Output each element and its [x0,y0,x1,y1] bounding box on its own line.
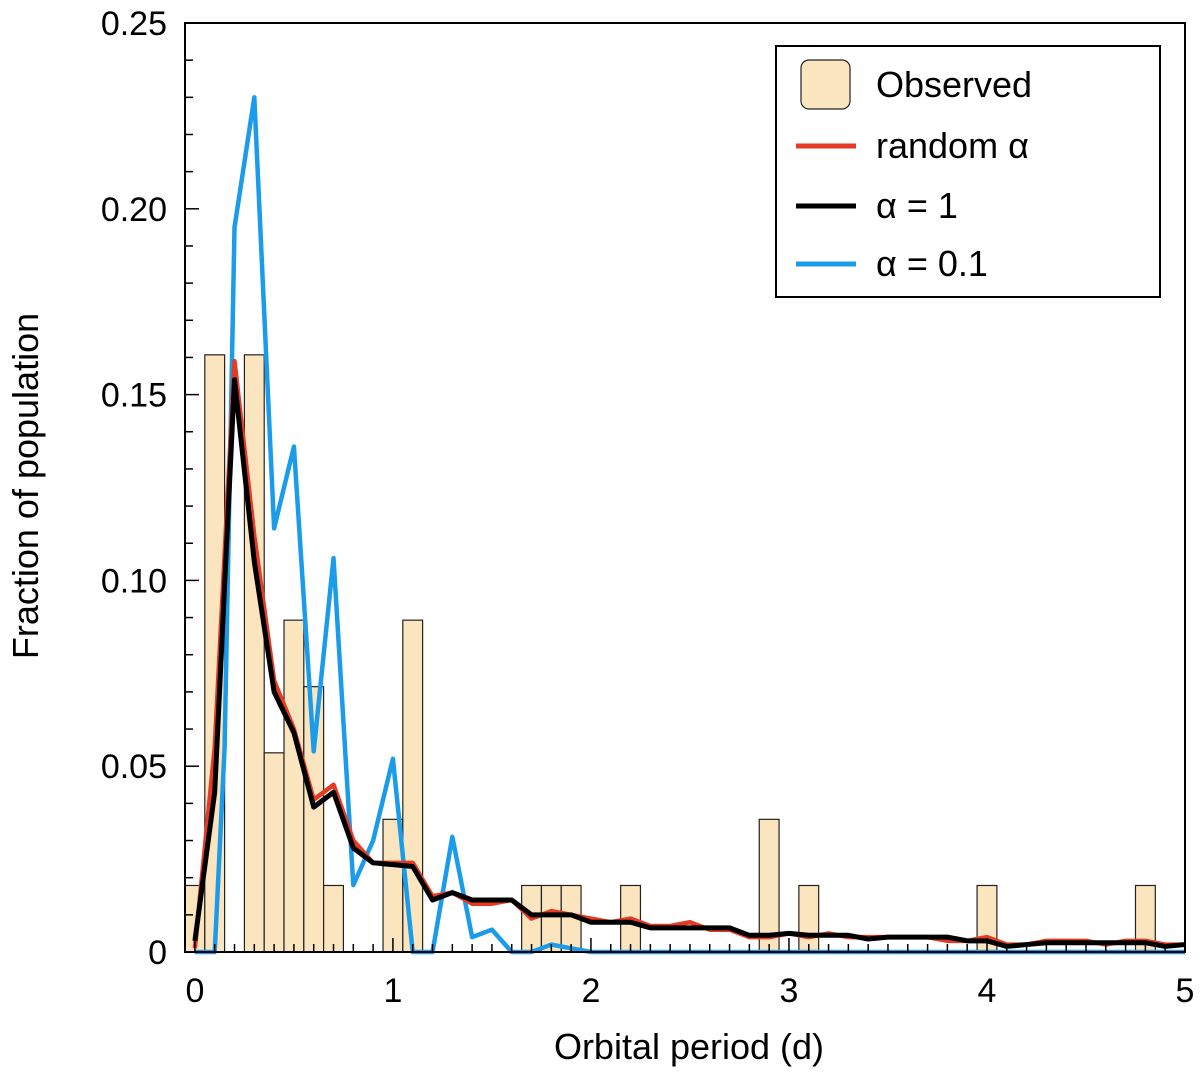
y-tick-label: 0 [148,934,167,972]
observed-bar [798,884,820,953]
legend-label-observed: Observed [876,64,1032,105]
y-tick-label: 0.15 [101,377,167,415]
observed-bar [243,354,265,953]
observed-bar [283,619,305,953]
legend: Observed random α α = 1 α = 0.1 [775,45,1161,298]
axis-ticks [185,22,1186,953]
x-axis-title: Orbital period (d) [554,1026,824,1067]
x-tick-label: 5 [1176,972,1195,1010]
legend-swatch-observed [800,59,851,110]
x-tick-label: 2 [581,972,600,1010]
observed-histogram [184,354,1156,953]
y-tick-label: 0.20 [101,191,167,229]
observed-bar [323,884,345,953]
x-tick-label: 1 [383,972,402,1010]
legend-label-alpha-1: α = 1 [876,185,958,226]
series-line-alpha-1 [192,377,1186,949]
x-tick-labels: 0 1 2 3 4 5 [185,972,1194,1010]
observed-bar [540,884,562,953]
legend-label-random-alpha: random α [876,125,1029,166]
observed-bar [263,752,285,953]
x-tick-label: 3 [779,972,798,1010]
y-tick-labels: 0 0.05 0.10 0.15 0.20 0.25 [101,5,167,972]
x-tick-label: 4 [978,972,997,1010]
y-axis-title: Fraction of population [5,313,46,659]
x-tick-label: 0 [185,972,204,1010]
y-tick-label: 0.10 [101,562,167,600]
y-tick-label: 0.25 [101,5,167,43]
legend-label-alpha-01: α = 0.1 [876,243,988,284]
observed-bar [758,818,780,953]
plot-frame [184,22,1186,953]
series-line-random-alpha [192,358,1185,949]
y-tick-label: 0.05 [101,748,167,786]
